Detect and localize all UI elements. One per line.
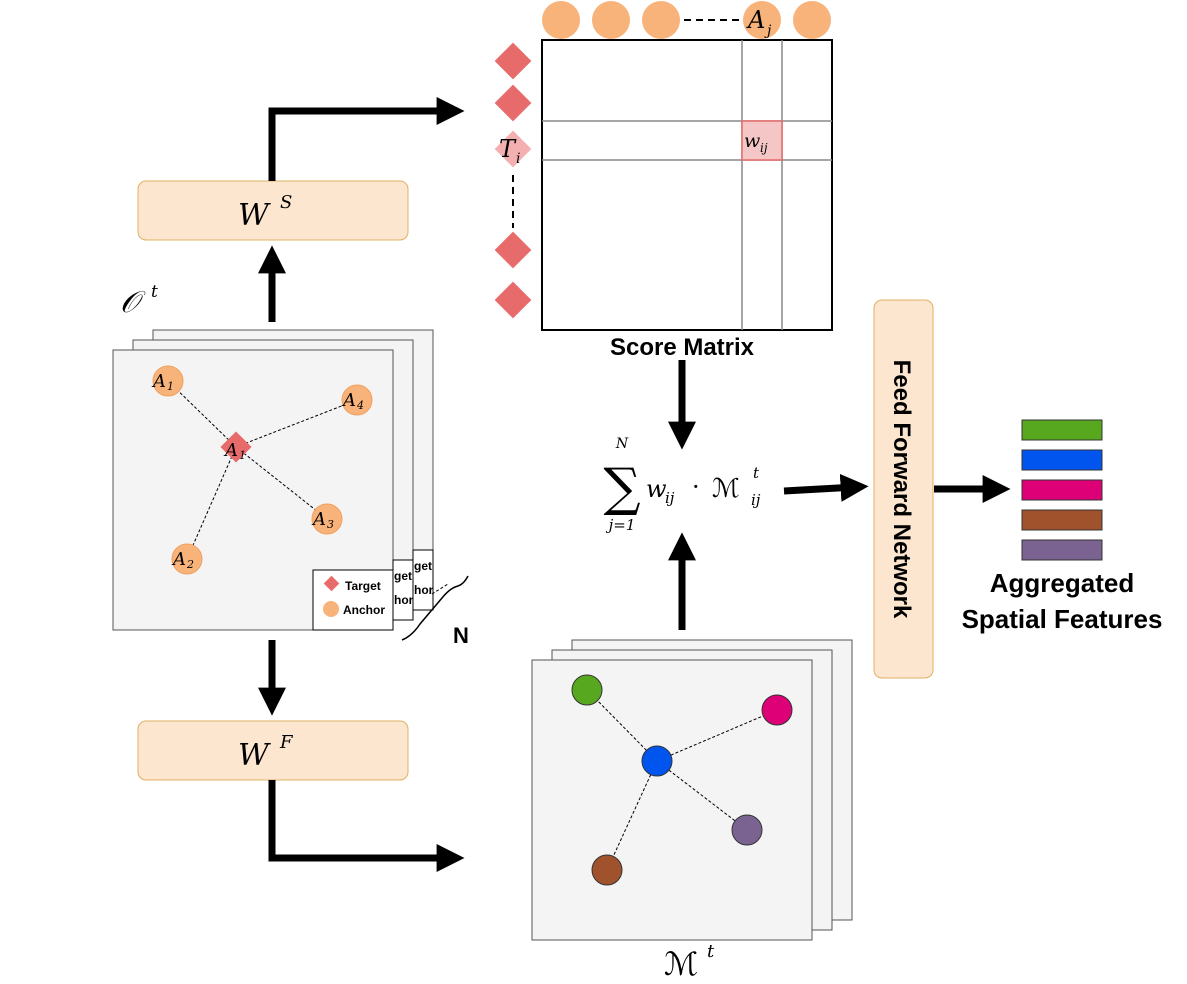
anchor-sub-a4: 4 bbox=[356, 399, 364, 412]
anchor-label-a3: A bbox=[311, 509, 326, 530]
ws-label-sup: S bbox=[280, 192, 292, 213]
aggregated-label-line1: Aggregated bbox=[990, 568, 1134, 598]
formula-w-sub: ij bbox=[665, 489, 675, 507]
legend-target-label: Target bbox=[345, 579, 381, 593]
ffn-box bbox=[873, 299, 934, 679]
anchor-node-a2 bbox=[171, 543, 203, 575]
ffn-label: Feed Forward Network bbox=[888, 360, 915, 619]
ws-label: W bbox=[238, 198, 271, 233]
wf-box bbox=[137, 720, 409, 781]
n-brace-line bbox=[431, 583, 449, 595]
anchor-top-5 bbox=[793, 1, 831, 39]
anchor-sub-a1: 1 bbox=[167, 380, 174, 393]
wf-label: W bbox=[238, 738, 271, 773]
formula-sum: ∑ bbox=[603, 458, 640, 518]
legend-anchor-label: Anchor bbox=[343, 603, 385, 617]
anchor-sub-a3: 3 bbox=[327, 518, 334, 531]
aggregated-label-line2: Spatial Features bbox=[962, 604, 1163, 634]
observation-label: 𝒪 bbox=[120, 285, 146, 320]
ws-box bbox=[137, 180, 409, 241]
target-left-5 bbox=[494, 281, 532, 319]
target-left-4 bbox=[494, 231, 532, 269]
legend-back2-anchor: hor bbox=[414, 583, 434, 597]
anchor-label-a2: A bbox=[171, 549, 186, 570]
anchor-label-a4: A bbox=[341, 390, 356, 411]
ti-sub: i bbox=[516, 151, 520, 167]
memory-edge-1 bbox=[586, 689, 658, 762]
feature-bar-purple bbox=[1021, 539, 1103, 561]
score-matrix-frame bbox=[541, 39, 833, 331]
memory-label-sup: t bbox=[707, 941, 715, 962]
anchor-node-a3 bbox=[311, 503, 343, 535]
anchor-node-a1 bbox=[152, 365, 184, 397]
wij-cell-label: w bbox=[744, 130, 760, 152]
arrow-sum-to-ffn bbox=[783, 473, 869, 502]
anchor-top-2 bbox=[592, 1, 630, 39]
ti-label: T bbox=[499, 135, 517, 163]
edge-a4 bbox=[235, 399, 358, 448]
anchor-top-j bbox=[743, 1, 781, 39]
edge-a3 bbox=[235, 446, 328, 520]
target-left-1 bbox=[494, 42, 532, 80]
aj-label: A bbox=[746, 6, 765, 34]
anchor-sub-a2: 2 bbox=[186, 558, 194, 571]
anchor-label-a1: A bbox=[151, 371, 166, 392]
formula-m-sup: t bbox=[753, 464, 760, 482]
memory-stack bbox=[531, 639, 853, 941]
target-left-i bbox=[494, 130, 532, 168]
observation-label-sup: t bbox=[151, 282, 158, 302]
formula-dot: · bbox=[692, 473, 700, 501]
legend-back2-target: get bbox=[414, 559, 432, 573]
anchor-row: A j bbox=[542, 1, 831, 39]
memory-edge-3 bbox=[656, 760, 748, 831]
observation-stack: get hor get hor A 1 A 4 A 3 A 2 A 1 Targ… bbox=[112, 329, 469, 648]
arrow-ws-to-matrix bbox=[268, 97, 465, 181]
formula-upper: N bbox=[615, 436, 629, 452]
score-matrix-title: Score Matrix bbox=[610, 334, 755, 361]
anchor-node-a4 bbox=[341, 384, 373, 416]
edge-a1 bbox=[167, 380, 237, 448]
arrow-wf-to-memory bbox=[268, 780, 465, 872]
memory-node-purple bbox=[731, 814, 763, 846]
feature-bars bbox=[1021, 419, 1103, 561]
memory-edge-2 bbox=[656, 709, 778, 762]
formula-w: w bbox=[646, 475, 667, 503]
legend-back-anchor: hor bbox=[394, 593, 414, 607]
formula-lower: j=1 bbox=[606, 516, 636, 534]
formula-m-sub: ij bbox=[751, 491, 761, 509]
anchor-top-1 bbox=[542, 1, 580, 39]
legend-box bbox=[312, 569, 394, 631]
n-label: N bbox=[453, 623, 469, 648]
legend-back-target: get bbox=[394, 569, 412, 583]
legend-anchor-icon bbox=[323, 601, 339, 617]
feature-bar-blue bbox=[1021, 449, 1103, 471]
feature-bar-green bbox=[1021, 419, 1103, 441]
memory-label: ℳ bbox=[664, 945, 698, 983]
formula-m: ℳ bbox=[712, 474, 740, 504]
anchor-top-3 bbox=[642, 1, 680, 39]
target-sub: 1 bbox=[239, 449, 246, 462]
memory-node-green bbox=[571, 674, 603, 706]
edge-a2 bbox=[186, 446, 237, 560]
wf-label-sup: F bbox=[279, 732, 294, 753]
target-node bbox=[220, 431, 252, 463]
feature-bar-magenta bbox=[1021, 479, 1103, 501]
target-label: A bbox=[223, 440, 238, 461]
wij-cell-sub: ij bbox=[760, 141, 768, 155]
aggregation-formula: N ∑ j=1 w ij · ℳ t ij bbox=[603, 436, 760, 534]
target-left-2 bbox=[494, 84, 532, 122]
target-column: T i bbox=[494, 42, 532, 319]
wij-cell bbox=[741, 120, 783, 161]
memory-node-blue bbox=[641, 745, 673, 777]
memory-node-magenta bbox=[761, 694, 793, 726]
n-brace bbox=[401, 575, 469, 641]
aj-sub: j bbox=[764, 23, 772, 39]
feature-bar-brown bbox=[1021, 509, 1103, 531]
memory-node-brown bbox=[591, 854, 623, 886]
score-matrix: w ij bbox=[541, 39, 833, 331]
